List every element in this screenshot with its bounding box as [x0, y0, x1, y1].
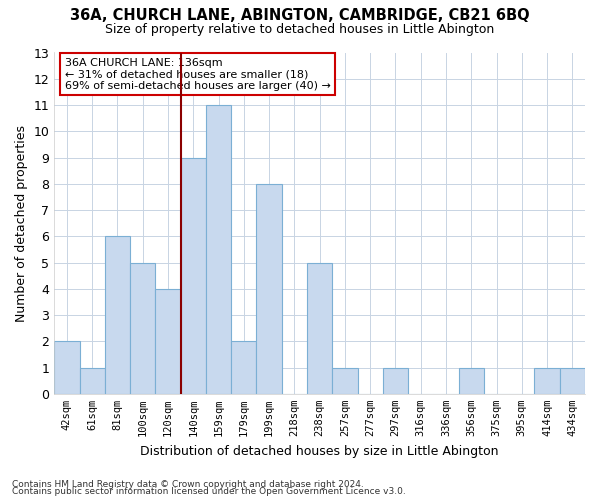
Bar: [105, 236, 130, 394]
Text: Size of property relative to detached houses in Little Abington: Size of property relative to detached ho…: [106, 22, 494, 36]
Bar: [256, 184, 282, 394]
Bar: [130, 262, 155, 394]
Bar: [332, 368, 358, 394]
Text: 36A CHURCH LANE: 136sqm
← 31% of detached houses are smaller (18)
69% of semi-de: 36A CHURCH LANE: 136sqm ← 31% of detache…: [65, 58, 331, 91]
Bar: [54, 342, 80, 394]
Bar: [206, 105, 231, 394]
Bar: [560, 368, 585, 394]
Bar: [155, 289, 181, 394]
Text: 36A, CHURCH LANE, ABINGTON, CAMBRIDGE, CB21 6BQ: 36A, CHURCH LANE, ABINGTON, CAMBRIDGE, C…: [70, 8, 530, 22]
Bar: [231, 342, 256, 394]
Bar: [535, 368, 560, 394]
Bar: [458, 368, 484, 394]
Bar: [307, 262, 332, 394]
Bar: [181, 158, 206, 394]
Bar: [80, 368, 105, 394]
X-axis label: Distribution of detached houses by size in Little Abington: Distribution of detached houses by size …: [140, 444, 499, 458]
Text: Contains HM Land Registry data © Crown copyright and database right 2024.: Contains HM Land Registry data © Crown c…: [12, 480, 364, 489]
Text: Contains public sector information licensed under the Open Government Licence v3: Contains public sector information licen…: [12, 487, 406, 496]
Bar: [383, 368, 408, 394]
Y-axis label: Number of detached properties: Number of detached properties: [15, 124, 28, 322]
